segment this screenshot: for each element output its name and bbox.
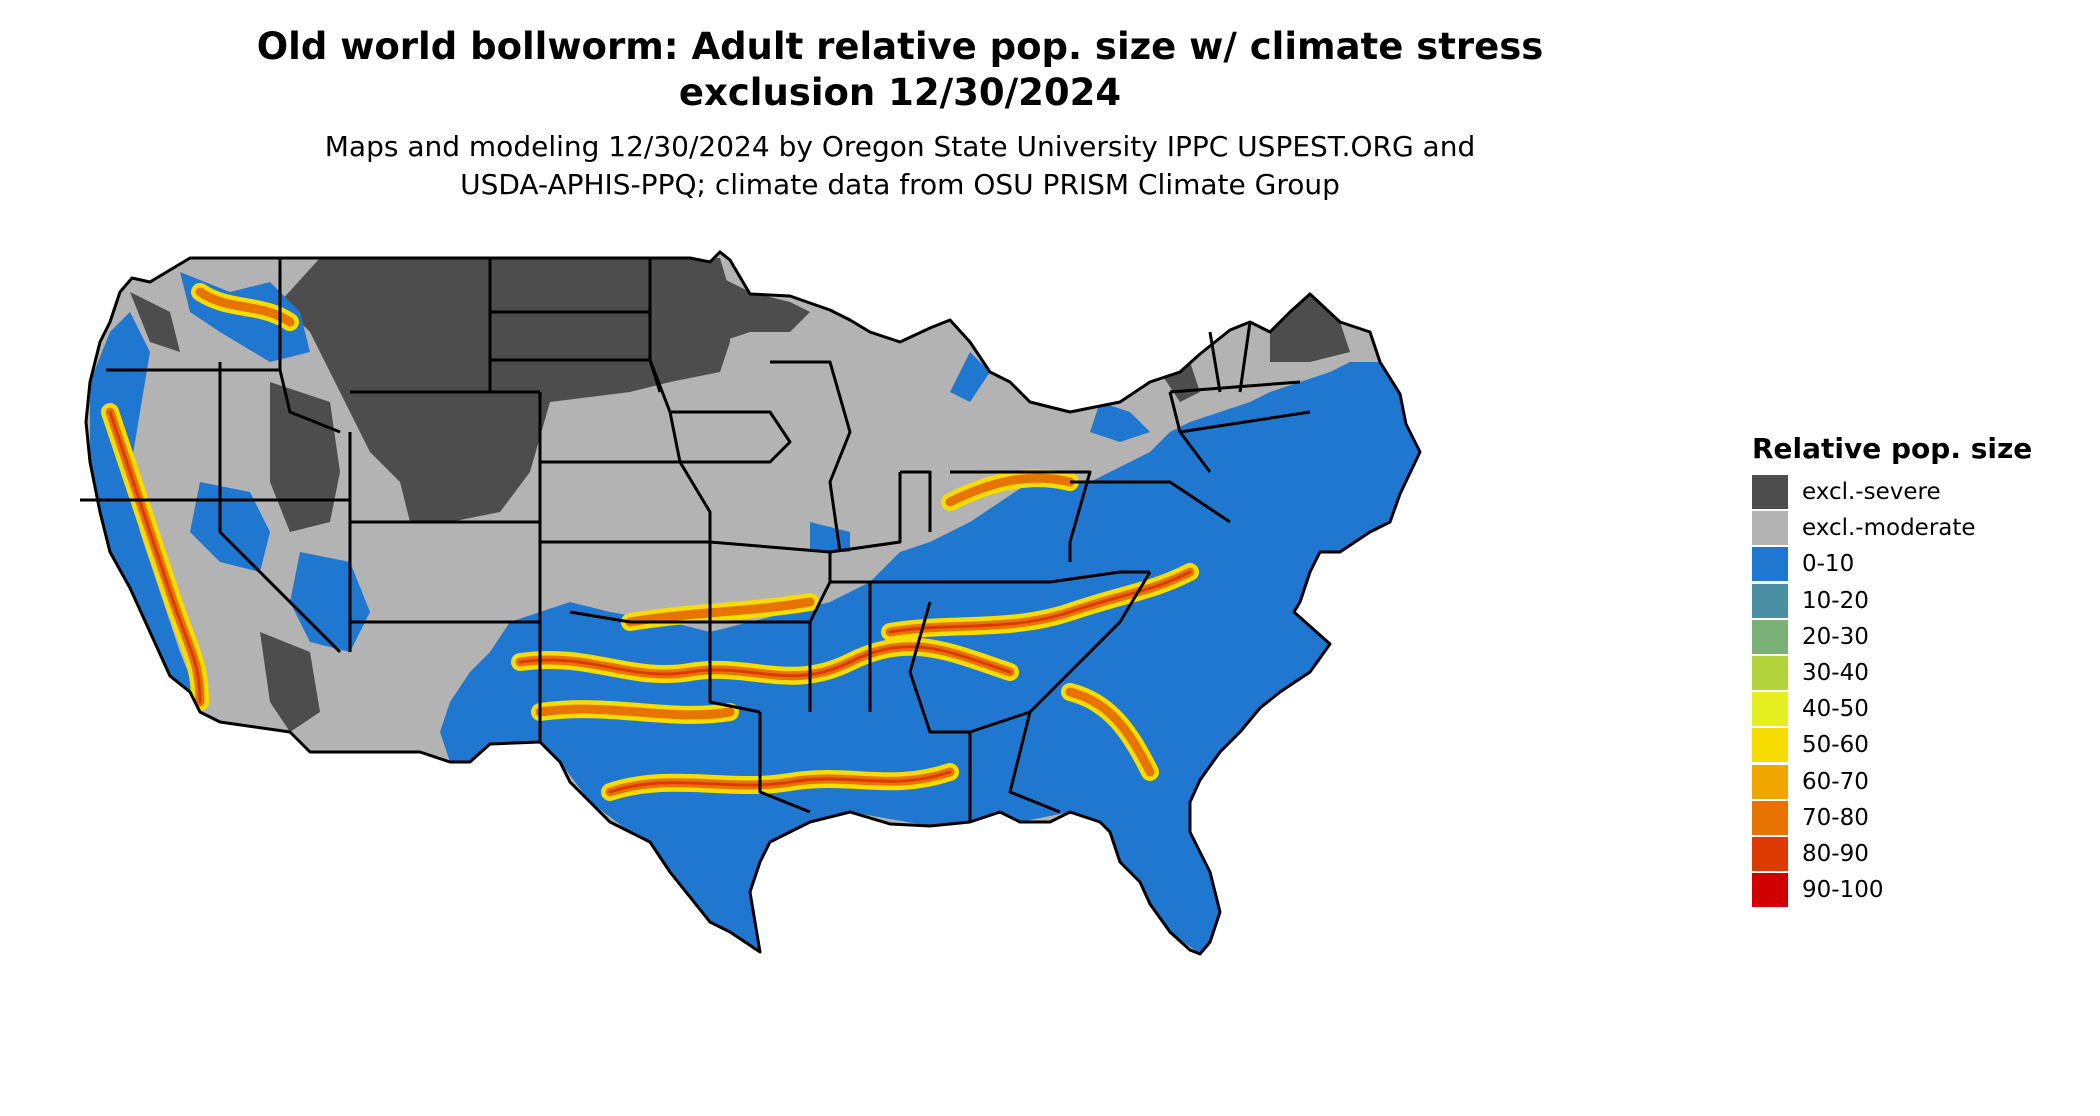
legend-swatch [1752,873,1788,908]
legend-swatch [1752,728,1788,763]
legend-item: excl.-severe [1752,474,2082,510]
legend-item: excl.-moderate [1752,510,2082,546]
legend-item: 90-100 [1752,872,2082,908]
legend-label: 60-70 [1802,768,1869,795]
map-title-line-2: exclusion 12/30/2024 [678,71,1122,114]
legend-swatch [1752,511,1788,546]
legend-item: 70-80 [1752,800,2082,836]
legend-label: 30-40 [1802,660,1869,687]
map-title-line-1: Old world bollworm: Adult relative pop. … [256,25,1544,68]
map-legend: Relative pop. size excl.-severe excl.-mod… [1752,432,2082,908]
legend-swatch [1752,836,1788,871]
us-map [80,250,1422,956]
legend-item: 20-30 [1752,619,2082,655]
legend-label: 20-30 [1802,623,1869,650]
legend-swatch [1752,764,1788,799]
legend-item: 60-70 [1752,764,2082,800]
legend-title: Relative pop. size [1752,432,2033,465]
legend-item: 80-90 [1752,836,2082,872]
legend-swatch [1752,583,1788,618]
map-subtitle-line-2: USDA-APHIS-PPQ; climate data from OSU PR… [460,168,1340,201]
legend-item: 10-20 [1752,583,2082,619]
map-subtitle-line-1: Maps and modeling 12/30/2024 by Oregon S… [324,130,1476,163]
legend-swatch [1752,656,1788,691]
legend-swatch [1752,619,1788,654]
legend-item: 0-10 [1752,546,2082,582]
legend-label: 90-100 [1802,877,1884,904]
legend-label: 40-50 [1802,696,1869,723]
legend-item: 30-40 [1752,655,2082,691]
legend-rows: excl.-severe excl.-moderate 0-10 10-20 20-30… [1752,474,2082,908]
legend-label: excl.-severe [1802,479,1941,506]
legend-label: 10-20 [1802,587,1869,614]
legend-label: 70-80 [1802,804,1869,831]
legend-label: 50-60 [1802,732,1869,759]
legend-label: 80-90 [1802,840,1869,867]
legend-label: 0-10 [1802,551,1855,578]
legend-label: excl.-moderate [1802,515,1976,542]
legend-item: 50-60 [1752,727,2082,763]
legend-swatch [1752,547,1788,582]
legend-item: 40-50 [1752,691,2082,727]
legend-swatch [1752,475,1788,510]
legend-swatch [1752,692,1788,727]
legend-swatch [1752,800,1788,835]
